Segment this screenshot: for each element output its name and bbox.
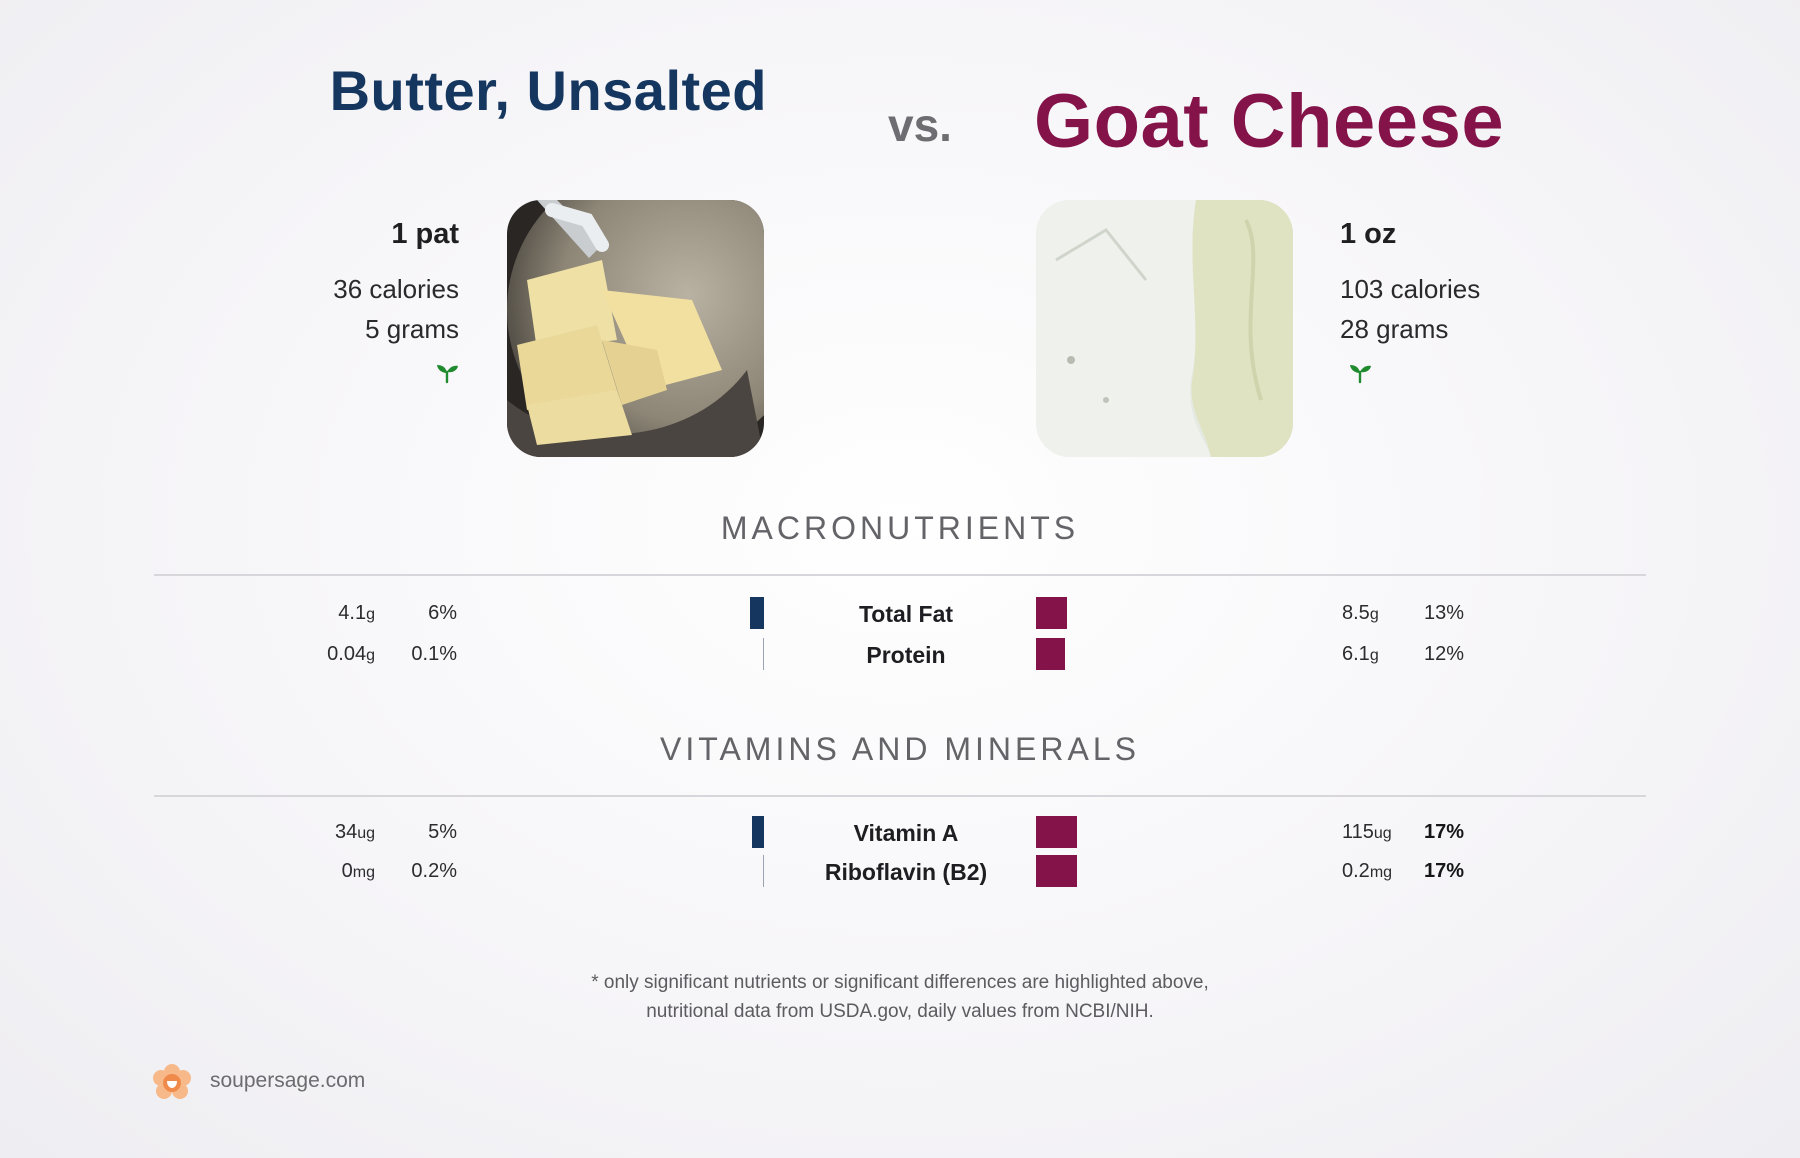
right-amount: 0.2mg — [1342, 860, 1442, 883]
food-left-grams: 5 grams — [365, 314, 459, 344]
food-left-serving: 1 pat — [391, 218, 459, 250]
right-amount: 8.5g — [1342, 602, 1442, 625]
food-left-calories: 36 calories — [333, 274, 459, 304]
section-title: VITAMINS AND MINERALS — [660, 731, 1140, 767]
left-bar — [752, 816, 764, 848]
right-amount: 115ug — [1342, 821, 1442, 844]
left-amount: 4.1g — [255, 602, 375, 625]
right-bar — [1036, 855, 1077, 887]
section-divider — [154, 574, 1646, 576]
right-daily-percent: 17% — [1424, 860, 1465, 882]
food-left-title: Butter, Unsalted — [329, 59, 767, 122]
left-amount-value: 4.1 — [338, 602, 367, 624]
left-amount-unit: g — [366, 606, 375, 623]
brand-link[interactable]: soupersage.com — [210, 1069, 366, 1092]
right-bar — [1036, 816, 1077, 848]
section-title: MACRONUTRIENTS — [720, 510, 1080, 546]
sprout-icon — [1348, 360, 1372, 384]
right-amount: 6.1g — [1342, 643, 1442, 666]
right-amount-unit: ug — [1373, 825, 1392, 842]
left-daily-percent: 0.2% — [411, 860, 457, 882]
nutrient-name: Total Fat — [858, 601, 954, 627]
right-amount-value: 8.5 — [1342, 602, 1370, 624]
left-bar — [750, 597, 764, 629]
left-amount-unit: ug — [357, 825, 375, 842]
food-right-title: Goat Cheese — [1034, 79, 1505, 164]
food-right-serving: 1 oz — [1340, 218, 1397, 250]
footnote-line-2: nutritional data from USDA.gov, daily va… — [646, 1001, 1154, 1022]
left-amount: 0mg — [255, 860, 375, 883]
right-amount-value: 6.1 — [1342, 643, 1370, 665]
left-amount: 34ug — [255, 821, 375, 844]
right-daily-percent: 13% — [1424, 602, 1465, 624]
right-daily-percent: 17% — [1424, 821, 1465, 843]
right-amount-value: 0.2 — [1342, 860, 1370, 882]
nutrient-name: Vitamin A — [853, 820, 959, 846]
left-amount-unit: mg — [352, 864, 375, 881]
right-bar — [1036, 638, 1065, 670]
right-daily-percent: 12% — [1424, 643, 1465, 665]
left-amount: 0.04g — [255, 643, 375, 666]
nutrient-name: Protein — [866, 642, 946, 668]
section-divider — [154, 795, 1646, 797]
left-amount-value: 0.04 — [327, 643, 367, 665]
food-right-grams: 28 grams — [1340, 314, 1449, 344]
left-bar — [763, 855, 764, 887]
food-right-calories: 103 calories — [1340, 274, 1481, 304]
left-daily-percent: 0.1% — [411, 643, 457, 665]
left-amount-unit: g — [366, 647, 375, 664]
goat-cheese-photo — [1036, 200, 1293, 457]
right-amount-value: 115 — [1342, 821, 1374, 843]
left-daily-percent: 5% — [428, 821, 457, 843]
flower-logo-icon[interactable] — [152, 1063, 192, 1103]
nutrient-name: Riboflavin (B2) — [824, 859, 988, 885]
butter-photo — [507, 200, 764, 457]
sprout-icon — [435, 360, 459, 384]
right-amount-unit: mg — [1369, 864, 1393, 881]
left-amount-value: 34 — [334, 821, 358, 843]
left-bar — [763, 638, 764, 670]
right-amount-unit: g — [1369, 647, 1379, 664]
right-bar — [1036, 597, 1067, 629]
vs-label: vs. — [888, 99, 952, 151]
footnote-line-1: * only significant nutrients or signific… — [591, 972, 1209, 993]
right-amount-unit: g — [1369, 606, 1379, 623]
left-amount-value: 0 — [341, 860, 353, 882]
footnote: * only significant nutrients or signific… — [0, 968, 1800, 1026]
left-daily-percent: 6% — [428, 602, 457, 624]
